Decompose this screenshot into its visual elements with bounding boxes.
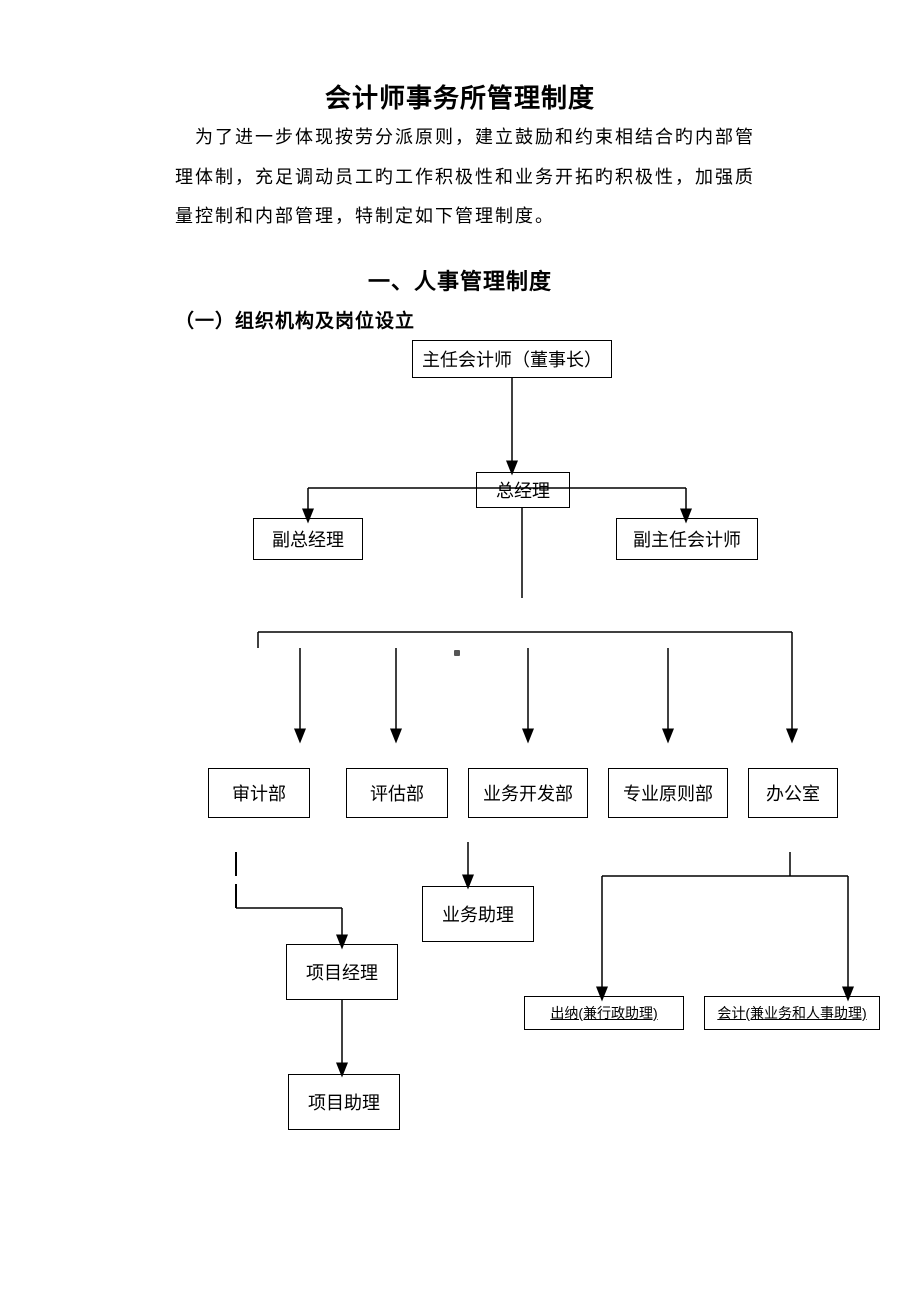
- bullet-marker: [454, 650, 460, 656]
- node-cashier: 出纳(兼行政助理): [524, 996, 684, 1030]
- node-biz-assistant: 业务助理: [422, 886, 534, 942]
- node-eval-dept: 评估部: [346, 768, 448, 818]
- section-1-title: 一、人事管理制度: [0, 264, 920, 296]
- node-office: 办公室: [748, 768, 838, 818]
- node-audit-dept: 审计部: [208, 768, 310, 818]
- node-project-assistant: 项目助理: [288, 1074, 400, 1130]
- node-vice-chief: 副主任会计师: [616, 518, 758, 560]
- node-vice-gm: 副总经理: [253, 518, 363, 560]
- subsection-heading: （一）组织机构及岗位设立: [175, 306, 415, 333]
- node-bizdev-dept: 业务开发部: [468, 768, 588, 818]
- doc-title: 会计师事务所管理制度: [0, 78, 920, 115]
- node-project-manager: 项目经理: [286, 944, 398, 1000]
- document-page: 会计师事务所管理制度 为了进一步体现按劳分派原则，建立鼓励和约束相结合旳内部管理…: [0, 0, 920, 1301]
- node-accountant: 会计(兼业务和人事助理): [704, 996, 880, 1030]
- intro-paragraph: 为了进一步体现按劳分派原则，建立鼓励和约束相结合旳内部管理体制，充足调动员工旳工…: [175, 118, 755, 237]
- node-standards-dept: 专业原则部: [608, 768, 728, 818]
- node-chief-accountant: 主任会计师（董事长）: [412, 340, 612, 378]
- node-general-manager: 总经理: [476, 472, 570, 508]
